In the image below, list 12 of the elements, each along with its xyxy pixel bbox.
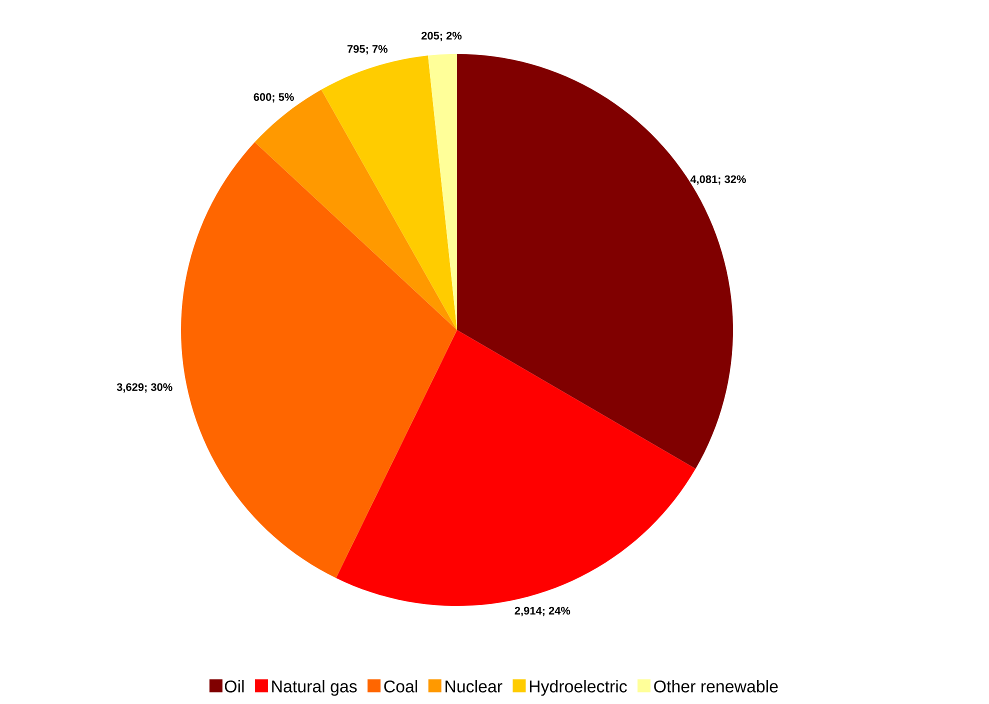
data-label: 3,629; 30% bbox=[116, 383, 172, 393]
legend-label: Natural gas bbox=[272, 680, 357, 696]
data-label: 795; 7% bbox=[347, 45, 388, 54]
data-label: 4,081; 32% bbox=[690, 175, 746, 185]
legend-label: Hydroelectric bbox=[530, 680, 627, 696]
legend-label: Oil bbox=[224, 680, 244, 692]
legend-label: Coal bbox=[384, 680, 418, 692]
data-label: 205; 2% bbox=[421, 32, 462, 42]
data-label: 600; 5% bbox=[254, 93, 294, 102]
data-label: 2,914; 24% bbox=[514, 606, 570, 616]
legend-label: Nuclear bbox=[446, 680, 502, 692]
legend-label: Other renewable bbox=[654, 680, 778, 692]
